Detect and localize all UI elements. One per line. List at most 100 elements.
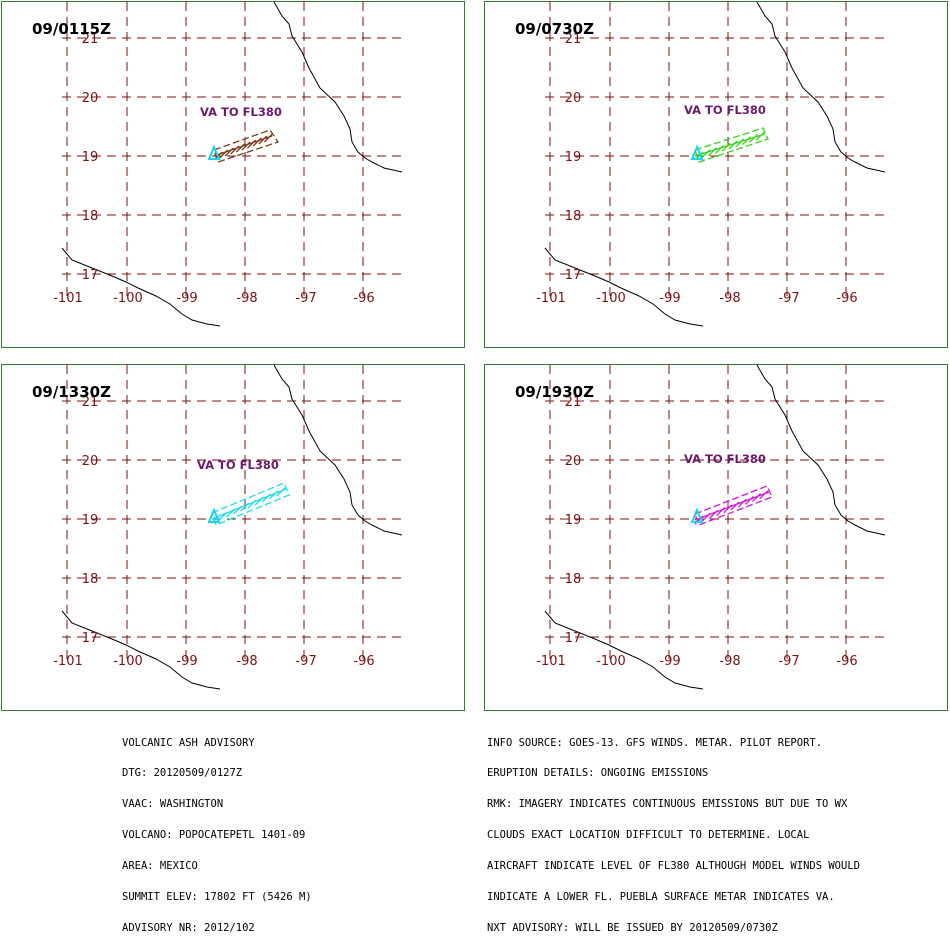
ash-cloud-label: VA TO FL380 — [197, 458, 279, 472]
advisory-line: VOLCANO: POPOCATEPETL 1401-09 — [122, 829, 306, 842]
ash-hatch — [755, 131, 765, 141]
longitude-label: -96 — [353, 291, 374, 306]
map-panel-3: -101 -100 -99 -98 -97 -96 21 20 19 18 17 VA TO FL38… — [1, 364, 465, 711]
longitude-label: -100 — [596, 654, 626, 669]
map-panel-2: -101 -100 -99 -98 -97 -96 21 20 19 18 17 VA TO FL38… — [484, 1, 948, 348]
advisory-line: ERUPTION DETAILS: ONGOING EMISSIONS — [487, 767, 709, 780]
latitude-label: 21 — [82, 395, 99, 410]
latitude-label: 21 — [565, 32, 582, 47]
advisory-line: VAAC: WASHINGTON — [122, 798, 224, 811]
ash-cloud-label: VA TO FL380 — [200, 105, 282, 119]
advisory-line: DTG: 20120509/0127Z — [122, 767, 243, 780]
advisory-line: VOLCANIC ASH ADVISORY — [122, 736, 255, 749]
map-panel-1: -101 -100 -99 -98 -97 -96 21 20 19 18 17 VA TO FL38… — [1, 1, 465, 348]
latitude-label: 19 — [565, 150, 582, 165]
lat-lon-grid — [62, 365, 407, 665]
ash-hatch — [728, 140, 738, 150]
ash-cloud-polygon — [213, 129, 280, 163]
panel-time-label: 09/0115Z — [32, 20, 111, 38]
lat-lon-grid — [62, 2, 407, 302]
triangle-volcano-icon — [690, 507, 704, 523]
longitude-label: -99 — [176, 654, 197, 669]
latitude-label: 18 — [565, 572, 582, 587]
lat-lon-grid — [545, 365, 890, 665]
ash-hatch — [735, 138, 745, 148]
panel-time-label: 09/0730Z — [515, 20, 594, 38]
map-canvas: -101 -100 -99 -98 -97 -96 21 20 19 18 17 VA TO FL38… — [536, 2, 890, 327]
ash-cloud-label: VA TO FL380 — [684, 452, 766, 466]
ash-hatch — [721, 142, 731, 152]
latitude-label: 21 — [82, 32, 99, 47]
ash-axis-line — [694, 491, 770, 521]
advisory-line: AREA: MEXICO — [122, 860, 198, 873]
gulf-coastline — [756, 365, 886, 536]
advisory-line: RMK: IMAGERY INDICATES CONTINUOUS EMISSI… — [487, 798, 848, 811]
longitude-label: -100 — [113, 291, 143, 306]
longitude-label: -100 — [596, 291, 626, 306]
triangle-volcano-icon — [207, 507, 221, 523]
longitude-label: -97 — [778, 654, 799, 669]
longitude-label: -101 — [536, 654, 566, 669]
ash-hatch — [714, 144, 724, 154]
longitude-label: -101 — [53, 654, 83, 669]
triangle-volcano-icon — [207, 144, 221, 160]
longitude-label: -101 — [53, 291, 83, 306]
longitude-label: -97 — [778, 291, 799, 306]
ash-axis-line — [694, 133, 766, 157]
advisory-line: SUMMIT ELEV: 17802 FT (5426 M) — [122, 891, 312, 904]
ash-hatch — [708, 147, 718, 157]
latitude-label: 20 — [565, 454, 582, 469]
ash-hatch — [258, 135, 268, 145]
gulf-coastline — [756, 2, 886, 173]
pacific-coastline — [61, 247, 221, 327]
advisory-line: INDICATE A LOWER FL. PUEBLA SURFACE META… — [487, 891, 835, 904]
longitude-label: -99 — [176, 291, 197, 306]
ash-hatch — [263, 133, 273, 143]
latitude-label: 20 — [82, 91, 99, 106]
longitude-label: -97 — [295, 654, 316, 669]
ash-hatch — [742, 136, 752, 146]
ash-axis-line — [213, 135, 273, 157]
advisory-line: NXT ADVISORY: WILL BE ISSUED BY 20120509… — [487, 921, 778, 934]
latitude-label: 17 — [565, 631, 582, 646]
pacific-coastline — [544, 247, 704, 327]
latitude-label: 19 — [82, 513, 99, 528]
map-canvas: -101 -100 -99 -98 -97 -96 21 20 19 18 17 VA TO FL38… — [536, 365, 890, 690]
advisory-line: INFO SOURCE: GOES-13. GFS WINDS. METAR. … — [487, 736, 823, 749]
advisory-line: ADVISORY NR: 2012/102 — [122, 921, 255, 934]
longitude-label: -96 — [836, 291, 857, 306]
ash-axis-line — [211, 488, 287, 520]
advisory-details-text: INFO SOURCE: GOES-13. GFS WINDS. METAR. … — [487, 717, 860, 944]
longitude-label: -99 — [659, 654, 680, 669]
ash-cloud-polygon — [694, 127, 769, 163]
pacific-coastline — [544, 610, 704, 690]
map-canvas: -101 -100 -99 -98 -97 -96 21 20 19 18 17 VA TO FL38… — [53, 2, 407, 327]
ash-cloud-label: VA TO FL380 — [684, 103, 766, 117]
triangle-volcano-icon — [690, 144, 704, 160]
ash-hatch — [247, 139, 257, 149]
latitude-label: 20 — [82, 454, 99, 469]
latitude-label: 17 — [82, 268, 99, 283]
longitude-label: -98 — [719, 654, 740, 669]
latitude-label: 21 — [565, 395, 582, 410]
latitude-label: 17 — [565, 268, 582, 283]
panel-time-label: 09/1930Z — [515, 383, 594, 401]
ash-hatch — [252, 137, 262, 147]
longitude-label: -101 — [536, 291, 566, 306]
advisory-line: AIRCRAFT INDICATE LEVEL OF FL380 ALTHOUG… — [487, 860, 860, 873]
longitude-label: -96 — [836, 654, 857, 669]
longitude-label: -98 — [236, 654, 257, 669]
ash-hatch — [748, 133, 758, 143]
lat-lon-grid — [545, 2, 890, 302]
advisory-line: CLOUDS EXACT LOCATION DIFFICULT TO DETER… — [487, 829, 810, 842]
latitude-label: 19 — [565, 513, 582, 528]
longitude-label: -98 — [719, 291, 740, 306]
latitude-label: 18 — [82, 209, 99, 224]
longitude-label: -98 — [236, 291, 257, 306]
longitude-label: -99 — [659, 291, 680, 306]
advisory-header-text: VOLCANIC ASH ADVISORY DTG: 20120509/0127… — [122, 717, 312, 944]
latitude-label: 19 — [82, 150, 99, 165]
gulf-coastline — [273, 2, 403, 173]
longitude-label: -96 — [353, 654, 374, 669]
longitude-label: -100 — [113, 654, 143, 669]
